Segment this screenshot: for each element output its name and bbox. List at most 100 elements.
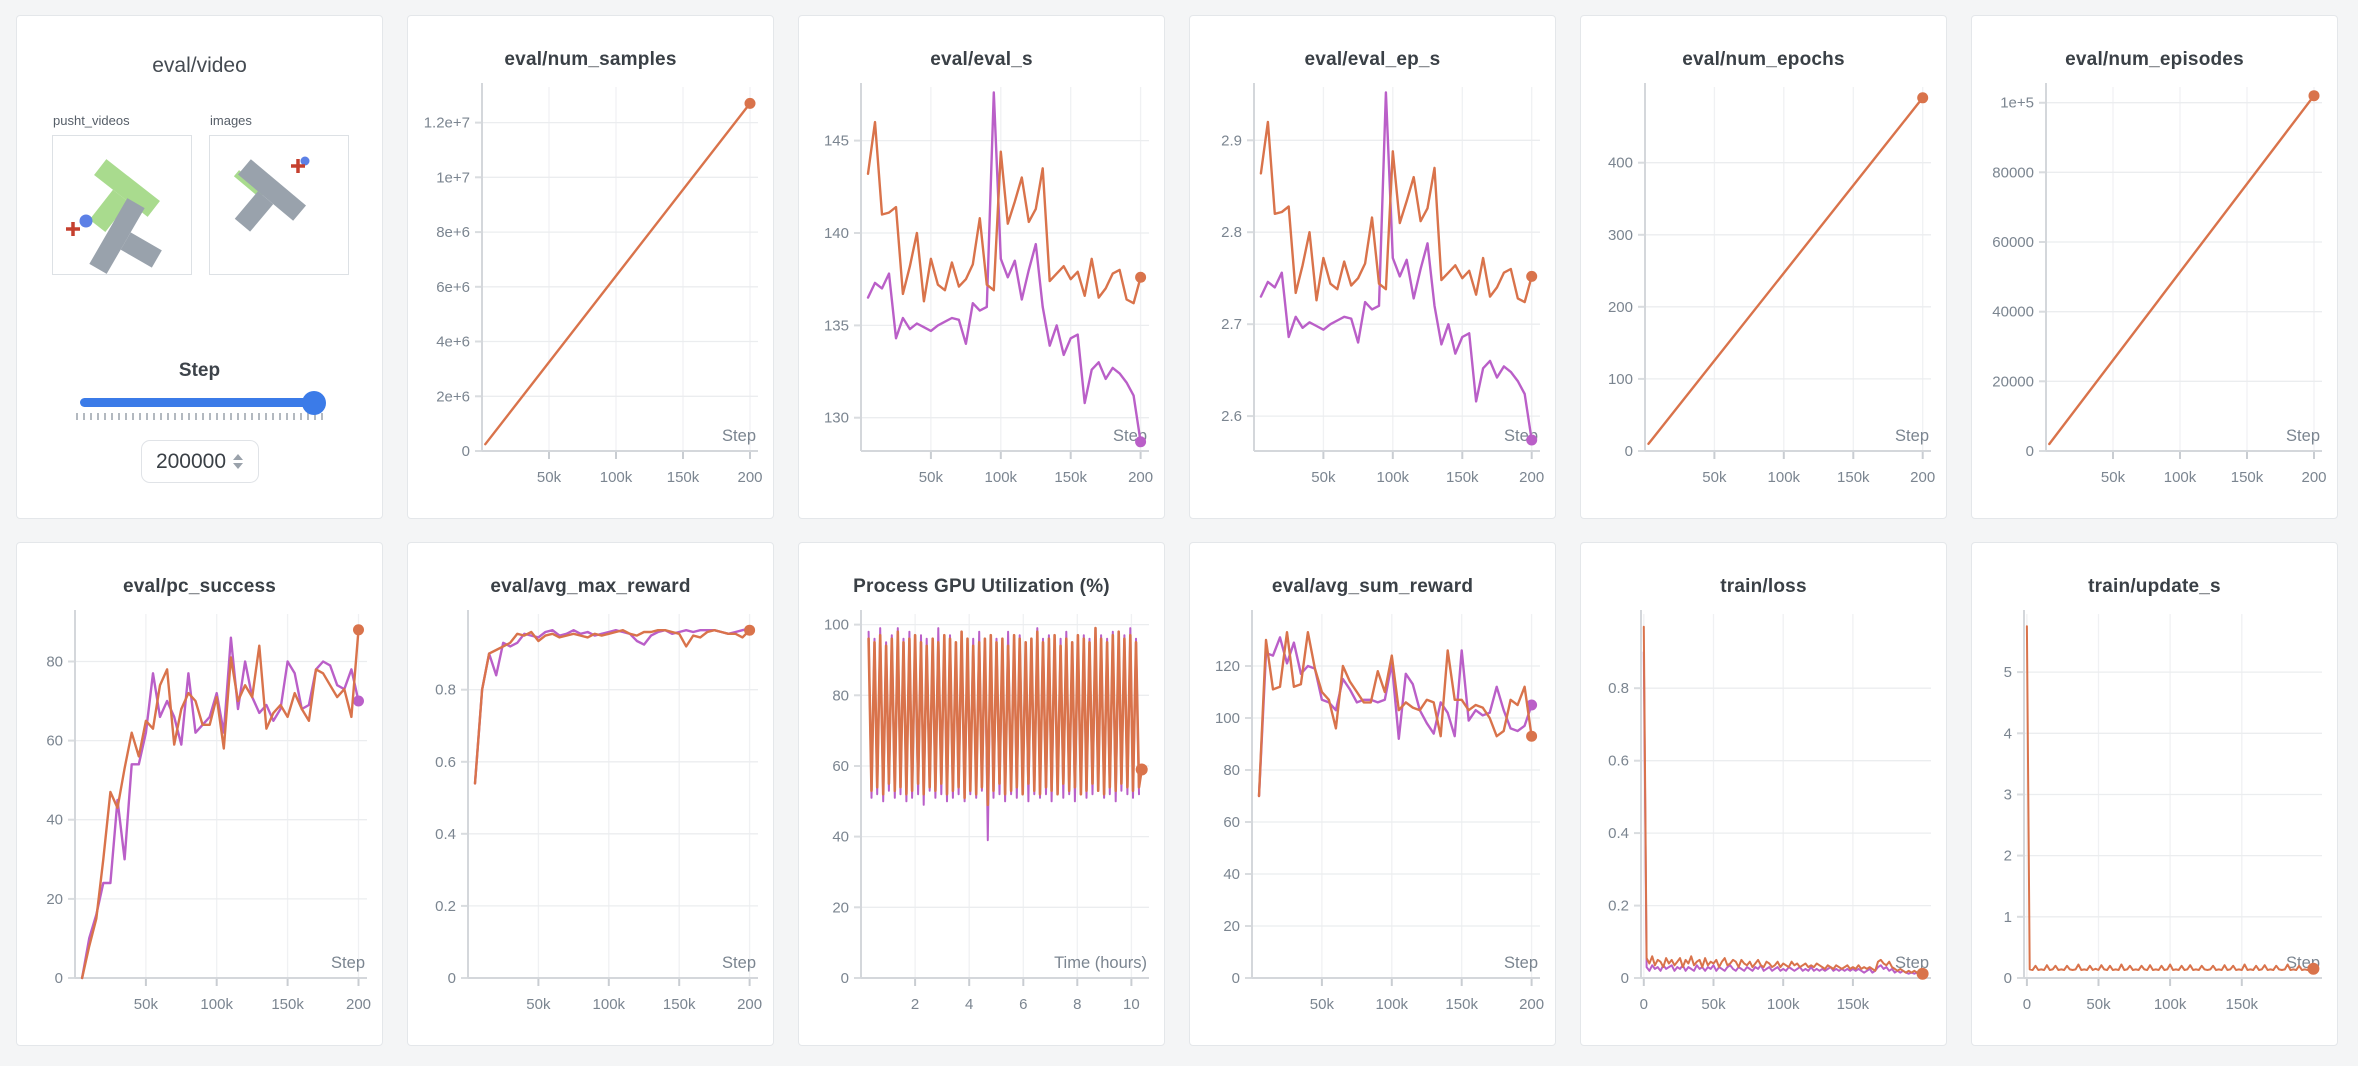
svg-text:0: 0 — [55, 970, 63, 987]
chart-area[interactable]: 50k 100k 150k 200 130 135 140 145 Step — [799, 77, 1164, 514]
svg-text:1e+7: 1e+7 — [436, 169, 470, 186]
slider-handle[interactable] — [301, 390, 326, 415]
stepper-icons[interactable] — [233, 454, 244, 469]
svg-text:200: 200 — [737, 996, 762, 1013]
panel-train-loss[interactable]: train/loss 0 50k 100k 150k 0 0.2 0.4 0.6 0.8 Step — [1580, 542, 1947, 1046]
svg-text:0: 0 — [2004, 970, 2012, 987]
chart-canvas[interactable]: 0 50k 100k 150k 0 0.2 0.4 0.6 0.8 Step — [1581, 604, 1946, 1036]
svg-text:2: 2 — [911, 996, 919, 1013]
svg-text:200: 200 — [1519, 996, 1544, 1013]
svg-text:0.6: 0.6 — [435, 754, 456, 771]
step-slider[interactable] — [75, 390, 326, 420]
svg-text:50k: 50k — [1311, 469, 1336, 486]
step-slider-label: Step — [178, 360, 221, 381]
chart-area[interactable]: 50k 100k 150k 200 0 0.2 0.4 0.6 0.8 Step — [408, 604, 773, 1041]
svg-text:150k: 150k — [1446, 469, 1479, 486]
chart-area[interactable]: 0 50k 100k 150k 0 1 2 3 4 5 Step — [1972, 604, 2337, 1041]
chart-area[interactable]: 50k 100k 150k 200 0 100 200 300 400 Step — [1581, 77, 1946, 514]
chart-area[interactable]: 50k 100k 150k 200 0 20 40 60 80 100 120 Step — [1190, 604, 1555, 1041]
gray-t-shape — [89, 198, 162, 274]
chart-area[interactable]: 50k 100k 150k 200 0 2e+6 4e+6 6e+6 8e+6 1e+7 1.2e+… — [408, 77, 773, 514]
panel-eval-avg-max-reward[interactable]: eval/avg_max_reward 50k 100k 150k 200 0 0.2 0.… — [407, 542, 774, 1046]
svg-text:50k: 50k — [1310, 996, 1335, 1013]
chart-area[interactable]: 50k 100k 150k 200 0 20000 40000 60000 80000 1e+5 S… — [1972, 77, 2337, 514]
svg-text:4e+6: 4e+6 — [436, 334, 470, 351]
chart-canvas[interactable]: 50k 100k 150k 200 0 20000 40000 60000 80000 1e+5 S… — [1972, 77, 2337, 509]
chart-area[interactable]: 50k 100k 150k 200 2.6 2.7 2.8 2.9 Step — [1190, 77, 1555, 514]
chart-title: eval/num_epochs — [1682, 49, 1845, 70]
chart-title: train/loss — [1720, 576, 1807, 597]
svg-text:150k: 150k — [663, 996, 696, 1013]
svg-text:200: 200 — [737, 469, 762, 486]
panel-eval-avg-sum-reward[interactable]: eval/avg_sum_reward 50k 100k 150k 200 0 20 40 6… — [1189, 542, 1556, 1046]
svg-text:0: 0 — [462, 443, 470, 460]
svg-text:200: 200 — [1519, 469, 1544, 486]
svg-text:60: 60 — [1223, 814, 1240, 831]
svg-text:Time (hours): Time (hours) — [1054, 954, 1147, 972]
svg-text:Step: Step — [1895, 954, 1929, 972]
step-input-value[interactable]: 200000 — [155, 449, 227, 473]
svg-text:60000: 60000 — [1992, 234, 2034, 251]
images-thumbnail[interactable] — [209, 135, 349, 275]
chart-title: eval/eval_ep_s — [1304, 49, 1441, 70]
step-input[interactable]: 200000 — [140, 440, 259, 483]
svg-text:100k: 100k — [600, 469, 633, 486]
svg-text:0.2: 0.2 — [435, 898, 456, 915]
svg-text:80: 80 — [1223, 762, 1240, 779]
svg-text:150k: 150k — [2226, 996, 2259, 1013]
svg-text:4: 4 — [965, 996, 973, 1013]
chart-area[interactable]: 0 50k 100k 150k 0 0.2 0.4 0.6 0.8 Step — [1581, 604, 1946, 1041]
agent-dot — [79, 214, 93, 228]
svg-text:60: 60 — [832, 758, 849, 775]
svg-text:150k: 150k — [1445, 996, 1478, 1013]
chart-title: eval/pc_success — [122, 576, 276, 597]
chart-title: eval/num_episodes — [2065, 49, 2244, 70]
goal-cross-icon — [291, 159, 305, 173]
svg-text:20: 20 — [832, 899, 849, 916]
svg-text:50k: 50k — [2101, 469, 2126, 486]
svg-text:20000: 20000 — [1992, 373, 2034, 390]
chart-canvas[interactable]: 50k 100k 150k 200 0 20 40 60 80 100 120 Step — [1190, 604, 1555, 1036]
svg-text:2: 2 — [2004, 848, 2012, 865]
chart-canvas[interactable]: 50k 100k 150k 200 0 2e+6 4e+6 6e+6 8e+6 1e+7 1.2e+… — [408, 77, 773, 509]
svg-text:5: 5 — [2004, 664, 2012, 681]
stepper-down-icon[interactable] — [233, 463, 244, 469]
panel-train-update-s[interactable]: train/update_s 0 50k 100k 150k 0 1 2 3 4 5 Step — [1971, 542, 2338, 1046]
panel-eval-num-episodes[interactable]: eval/num_episodes 50k 100k 150k 200 0 20000 40… — [1971, 15, 2338, 519]
svg-text:0.4: 0.4 — [435, 826, 456, 843]
svg-text:100k: 100k — [2154, 996, 2187, 1013]
panel-eval-num-epochs[interactable]: eval/num_epochs 50k 100k 150k 200 0 100 200 300… — [1580, 15, 1947, 519]
panel-eval-pc-success[interactable]: eval/pc_success 50k 100k 150k 200 0 20 40 60 80 S… — [16, 542, 383, 1046]
svg-text:100k: 100k — [2164, 469, 2197, 486]
chart-canvas[interactable]: 50k 100k 150k 200 0 0.2 0.4 0.6 0.8 Step — [408, 604, 773, 1036]
svg-text:1e+5: 1e+5 — [2000, 95, 2034, 112]
pusht-video-thumbnail[interactable] — [52, 135, 192, 275]
svg-text:100: 100 — [824, 617, 849, 634]
panel-eval-eval-s[interactable]: eval/eval_s 50k 100k 150k 200 130 135 140 145 St… — [798, 15, 1165, 519]
svg-text:2.9: 2.9 — [1221, 132, 1242, 149]
svg-text:20: 20 — [46, 891, 63, 908]
stepper-up-icon[interactable] — [233, 454, 244, 460]
svg-text:0.8: 0.8 — [1608, 680, 1629, 697]
panel-process-gpu-utilization[interactable]: Process GPU Utilization (%) 2 4 6 8 10 0 20 40 6… — [798, 542, 1165, 1046]
svg-text:Step: Step — [1504, 954, 1538, 972]
panel-eval-eval-ep-s[interactable]: eval/eval_ep_s 50k 100k 150k 200 2.6 2.7 2.8 2.… — [1189, 15, 1556, 519]
chart-canvas[interactable]: 50k 100k 150k 200 0 20 40 60 80 Step — [17, 604, 382, 1036]
svg-text:50k: 50k — [1701, 996, 1726, 1013]
chart-area[interactable]: 50k 100k 150k 200 0 20 40 60 80 Step — [17, 604, 382, 1041]
svg-text:120: 120 — [1215, 658, 1240, 675]
svg-text:200: 200 — [1128, 469, 1153, 486]
chart-area[interactable]: 2 4 6 8 10 0 20 40 60 80 100 Time (hours) — [799, 604, 1164, 1041]
slider-track[interactable] — [79, 390, 326, 415]
svg-text:6: 6 — [1019, 996, 1027, 1013]
panel-eval-num-samples[interactable]: eval/num_samples 50k 100k 150k 200 0 2e+6 4e+6… — [407, 15, 774, 519]
panel-eval-video[interactable]: eval/video pusht_videos images — [16, 15, 383, 519]
chart-canvas[interactable]: 50k 100k 150k 200 0 100 200 300 400 Step — [1581, 77, 1946, 509]
svg-text:50k: 50k — [1702, 469, 1727, 486]
svg-text:100k: 100k — [1767, 996, 1800, 1013]
